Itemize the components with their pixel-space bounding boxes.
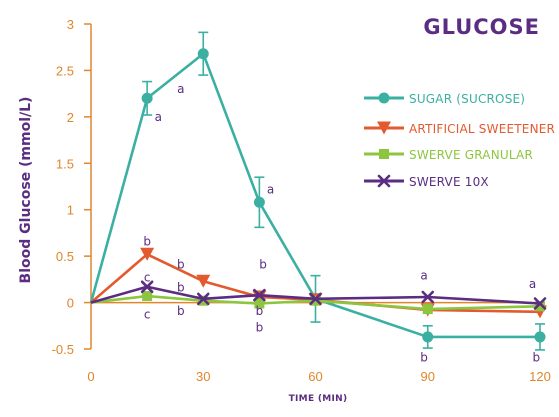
y-tick-label: 0 — [67, 296, 74, 311]
legend-item: SWERVE GRANULAR — [364, 148, 533, 162]
chart-title: GLUCOSE — [423, 15, 540, 39]
significance-label: c — [144, 308, 151, 322]
series-3 — [90, 280, 547, 310]
data-point — [252, 290, 267, 304]
data-point — [196, 274, 211, 288]
significance-label: b — [259, 258, 267, 272]
legend-label: SWERVE GRANULAR — [409, 148, 533, 162]
data-point — [378, 92, 390, 104]
y-tick-label: 2 — [67, 110, 74, 125]
data-point — [377, 121, 391, 135]
data-point — [379, 149, 389, 159]
data-point — [140, 247, 155, 261]
legend-label: SWERVE 10X — [409, 175, 489, 189]
significance-label: b — [177, 304, 185, 318]
y-tick-label: 1.5 — [56, 156, 74, 171]
series-0 — [89, 31, 546, 351]
x-tick-label: 90 — [421, 369, 435, 384]
data-point — [140, 280, 154, 294]
significance-label: b — [256, 304, 264, 318]
y-tick-label: 0.5 — [56, 249, 74, 264]
series-layer — [89, 31, 547, 351]
y-tick-label: 2.5 — [56, 63, 74, 78]
significance-label: a — [420, 269, 427, 283]
x-tick-label: 30 — [196, 369, 210, 384]
legend-item: SUGAR (SUCROSE) — [364, 92, 525, 106]
chart-legend: SUGAR (SUCROSE) ARTIFICIAL SWEETENER SWERV… — [364, 92, 555, 189]
y-tick-label: -0.5 — [52, 342, 74, 357]
chart-axes: 3 2.5 2 1.5 1 0.5 0 -0.5 0 30 60 90 120 — [52, 17, 551, 384]
significance-label: b — [532, 350, 540, 364]
data-point — [422, 304, 433, 315]
data-point — [309, 292, 322, 306]
x-tick-label: 120 — [529, 369, 551, 384]
legend-label: ARTIFICIAL SWEETENER — [409, 122, 555, 136]
significance-label: a — [177, 82, 184, 96]
significance-label: b — [177, 281, 185, 295]
data-point — [198, 295, 209, 306]
data-point — [377, 174, 391, 188]
series-2 — [90, 291, 545, 315]
data-point — [197, 48, 209, 60]
data-point — [422, 331, 434, 343]
significance-label: c — [144, 271, 151, 285]
significance-label: b — [256, 321, 264, 335]
significance-label: b — [420, 350, 428, 364]
data-point — [196, 292, 210, 306]
x-tick-label: 60 — [308, 369, 322, 384]
data-point — [533, 297, 547, 310]
significance-label: a — [155, 110, 162, 124]
data-point — [141, 92, 153, 104]
legend-item: SWERVE 10X — [364, 174, 489, 189]
data-point — [254, 298, 265, 309]
data-point — [310, 295, 321, 306]
legend-item: ARTIFICIAL SWEETENER — [364, 121, 555, 136]
legend-label: SUGAR (SUCROSE) — [409, 92, 525, 106]
data-point — [142, 291, 153, 302]
y-tick-label: 3 — [67, 17, 74, 32]
x-axis-title: TIME (MIN) — [289, 394, 348, 404]
data-point — [253, 288, 266, 302]
significance-label: a — [529, 277, 536, 291]
data-point — [535, 301, 545, 312]
data-point — [534, 331, 546, 343]
significance-label: b — [143, 234, 151, 248]
data-point — [253, 196, 265, 208]
significance-label: a — [267, 182, 274, 196]
y-tick-label: 1 — [67, 203, 74, 218]
data-point — [421, 290, 435, 304]
y-axis-title: Blood Glucose (mmol/L) — [18, 97, 34, 284]
x-tick-label: 0 — [87, 369, 94, 384]
significance-label: b — [177, 258, 185, 272]
